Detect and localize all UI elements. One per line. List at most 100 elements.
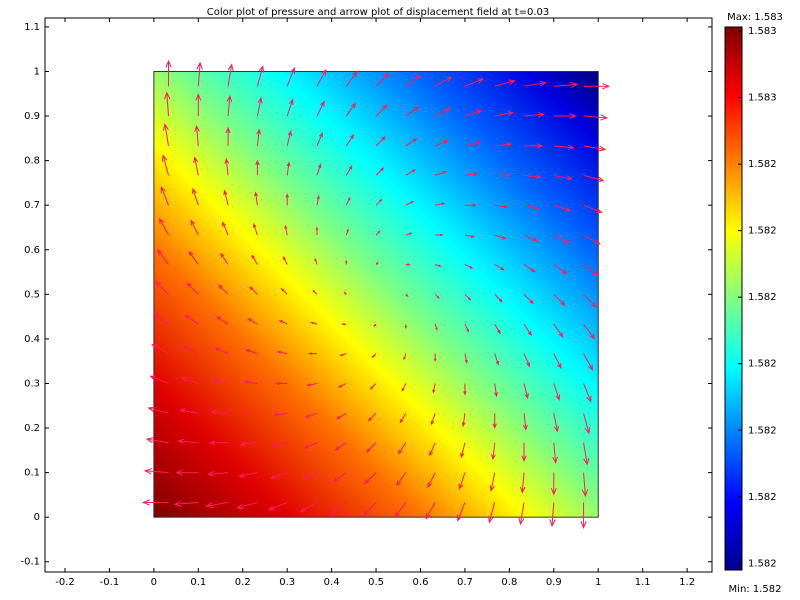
arrow [334,442,347,451]
arrow [222,221,229,236]
y-tick-label: 0.3 [24,378,40,389]
arrow [492,413,497,430]
x-tick-label: 0.1 [190,577,206,588]
arrow [405,263,411,266]
arrow [375,72,390,87]
arrow [494,264,505,271]
y-tick-label: 0.8 [24,156,40,167]
arrow [224,157,230,176]
arrow [523,80,547,87]
arrow [271,442,288,448]
arrow [147,406,169,414]
arrow [255,159,260,176]
arrow [212,378,229,384]
colorbar-tick-label: 1.582 [748,159,777,170]
arrow [269,472,288,479]
arrow [256,128,262,146]
arrow [336,412,347,420]
arrow [165,59,172,87]
arrow [549,502,556,528]
arrow [494,173,511,178]
arrow [337,383,347,388]
arrow [464,172,479,176]
arrow [299,502,318,513]
arrow [583,442,590,466]
arrow [523,204,540,210]
arrow [464,264,474,269]
arrow [405,232,413,236]
arrow [553,413,560,433]
arrow [276,350,288,355]
arrow [494,110,514,117]
x-tick-label: -0.2 [55,577,75,588]
colorbar-tick-label: 1.582 [748,425,777,436]
x-tick-label: 0.7 [457,577,473,588]
arrow [214,347,229,355]
y-tick-label: 0.4 [24,334,40,345]
arrow [434,263,442,267]
arrow [375,167,385,176]
arrow [434,76,453,87]
arrow [371,353,377,359]
x-tick-label: 0.3 [279,577,295,588]
arrow [280,288,288,295]
arrow [312,289,318,295]
arrow [373,323,377,327]
arrow [245,349,258,355]
arrow [524,143,544,149]
arrow [401,383,407,392]
arrow [306,382,318,387]
arrow [156,249,169,265]
arrow [253,223,258,236]
arrow [494,383,498,398]
arrow [583,413,591,435]
arrow [375,230,381,236]
arrow [223,189,229,206]
arrow [308,352,317,355]
arrow [434,108,451,117]
arrow [434,293,440,299]
arrow [188,250,199,265]
arrow [434,140,449,147]
y-tick-label: 1.1 [24,22,40,33]
arrow [430,413,436,426]
arrow [177,438,199,445]
colorbar-tick-label: 1.582 [748,492,777,503]
arrow [523,383,529,400]
x-tick-label: 0.2 [235,577,251,588]
arrow [464,234,476,238]
arrow [521,442,527,463]
arrow [553,144,575,151]
arrow [275,381,288,386]
arrow [184,314,199,325]
arrow [208,440,229,446]
arrow [550,472,557,496]
arrow [405,74,422,87]
arrow [494,323,501,335]
arrow [227,63,234,87]
arrow [149,375,169,384]
arrow [583,174,605,183]
y-tick-label: 1 [34,66,40,77]
arrow [314,257,318,265]
arrow [316,194,320,206]
arrow [236,501,258,510]
arrow [151,343,169,355]
arrow [523,353,530,368]
arrow [284,224,288,236]
arrow [316,68,327,87]
arrow [552,442,558,464]
arrow [345,165,353,176]
colorbar-tick-label: 1.582 [748,226,777,237]
arrow [316,163,322,176]
arrow [494,142,513,147]
arrow [216,316,229,325]
arrow [464,293,472,301]
arrow [435,233,444,237]
x-tick-label: 0.4 [324,577,340,588]
arrow [518,502,525,526]
arrow [583,264,600,277]
arrow [494,293,503,303]
arrow [583,114,609,121]
